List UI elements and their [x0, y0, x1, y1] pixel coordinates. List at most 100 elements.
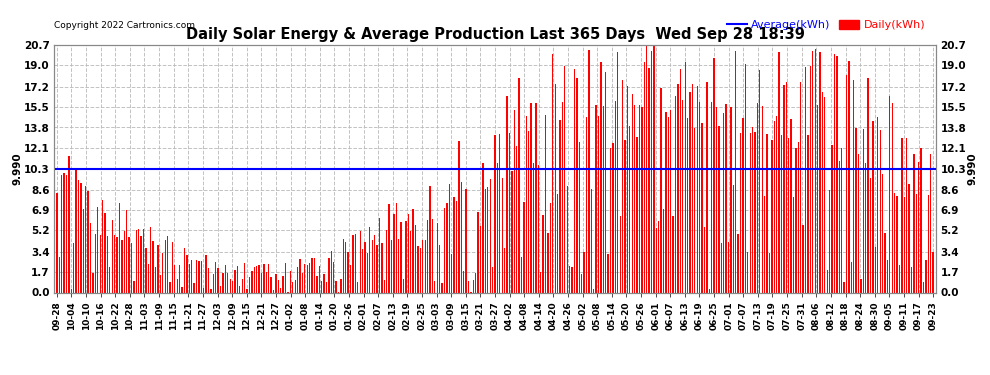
Bar: [299, 258, 301, 292]
Bar: [665, 112, 666, 292]
Bar: [670, 110, 671, 292]
Bar: [181, 287, 183, 292]
Bar: [867, 78, 869, 292]
Bar: [608, 254, 609, 292]
Bar: [680, 69, 681, 292]
Bar: [468, 280, 469, 292]
Bar: [437, 223, 438, 292]
Bar: [143, 229, 145, 292]
Bar: [475, 273, 476, 292]
Bar: [186, 255, 187, 292]
Bar: [451, 254, 452, 292]
Bar: [418, 246, 419, 292]
Bar: [208, 268, 209, 292]
Bar: [684, 62, 686, 292]
Bar: [359, 231, 360, 292]
Bar: [921, 148, 922, 292]
Bar: [92, 273, 94, 292]
Bar: [324, 274, 325, 292]
Bar: [65, 175, 67, 292]
Bar: [237, 266, 238, 292]
Bar: [435, 281, 436, 292]
Bar: [61, 176, 62, 292]
Bar: [904, 197, 905, 292]
Bar: [549, 203, 551, 292]
Bar: [290, 272, 291, 292]
Bar: [198, 261, 200, 292]
Bar: [131, 243, 132, 292]
Bar: [564, 66, 565, 292]
Bar: [620, 216, 621, 292]
Bar: [675, 96, 676, 292]
Bar: [543, 214, 544, 292]
Bar: [167, 236, 168, 292]
Bar: [790, 119, 792, 292]
Bar: [637, 137, 638, 292]
Bar: [855, 128, 856, 292]
Bar: [781, 135, 782, 292]
Bar: [391, 240, 392, 292]
Bar: [485, 189, 486, 292]
Bar: [875, 248, 876, 292]
Bar: [824, 97, 826, 292]
Bar: [918, 162, 920, 292]
Bar: [343, 238, 344, 292]
Bar: [822, 92, 823, 292]
Bar: [615, 101, 616, 292]
Bar: [277, 280, 279, 292]
Bar: [697, 86, 698, 292]
Bar: [124, 231, 125, 292]
Bar: [458, 141, 459, 292]
Bar: [388, 204, 390, 292]
Bar: [776, 117, 777, 292]
Bar: [366, 254, 368, 292]
Bar: [899, 265, 900, 292]
Bar: [282, 276, 284, 292]
Bar: [655, 228, 657, 292]
Bar: [408, 214, 409, 292]
Bar: [432, 219, 433, 292]
Bar: [126, 210, 128, 292]
Bar: [773, 122, 775, 292]
Bar: [740, 133, 742, 292]
Bar: [692, 84, 693, 292]
Bar: [911, 267, 912, 292]
Bar: [586, 117, 587, 292]
Bar: [744, 64, 746, 292]
Bar: [923, 282, 925, 292]
Bar: [843, 282, 844, 292]
Bar: [314, 258, 315, 292]
Bar: [502, 178, 503, 292]
Bar: [333, 262, 335, 292]
Bar: [783, 85, 784, 292]
Bar: [933, 252, 934, 292]
Bar: [176, 279, 178, 292]
Bar: [329, 258, 330, 292]
Bar: [410, 231, 412, 292]
Bar: [242, 279, 243, 292]
Bar: [312, 258, 313, 292]
Bar: [704, 227, 705, 292]
Bar: [742, 118, 743, 292]
Bar: [648, 68, 649, 292]
Bar: [524, 202, 525, 292]
Bar: [148, 264, 149, 292]
Bar: [552, 54, 553, 292]
Bar: [639, 105, 641, 292]
Bar: [642, 107, 643, 292]
Bar: [90, 223, 91, 292]
Bar: [877, 117, 878, 292]
Bar: [400, 222, 402, 292]
Bar: [189, 264, 190, 292]
Bar: [413, 209, 414, 292]
Bar: [600, 62, 602, 292]
Bar: [593, 289, 594, 292]
Bar: [544, 115, 546, 292]
Bar: [114, 236, 115, 292]
Bar: [95, 234, 96, 292]
Bar: [129, 237, 130, 292]
Bar: [578, 142, 580, 292]
Bar: [845, 75, 847, 292]
Bar: [723, 113, 725, 292]
Bar: [379, 218, 380, 292]
